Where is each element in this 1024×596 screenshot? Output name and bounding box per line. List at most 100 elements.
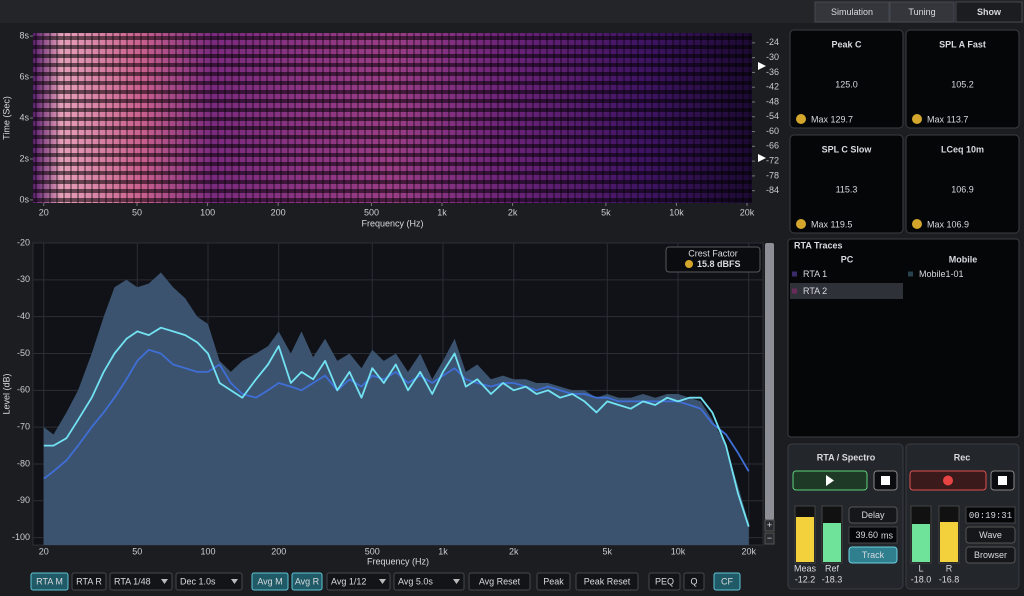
threshold-marker[interactable] [758, 62, 766, 70]
y2-tick-label: -84 [766, 185, 779, 195]
x-tick-label: 5k [601, 207, 611, 217]
toolbar-button[interactable] [291, 572, 323, 591]
y-axis-title: Time (Sec) [1, 96, 11, 140]
x-tick-label: 50 [132, 207, 142, 217]
toolbar-label: CF [721, 576, 733, 586]
toolbar-label: Avg R [295, 576, 320, 586]
tab[interactable] [955, 1, 1023, 23]
level-label: Meas [794, 563, 817, 573]
rec-button[interactable] [965, 546, 1016, 564]
trace-swatch [908, 271, 913, 277]
x-tick-label: 500 [364, 207, 379, 217]
tab[interactable] [889, 1, 955, 23]
x-axis-title: Frequency (Hz) [361, 218, 423, 228]
meter-max: Max 106.9 [927, 219, 969, 229]
toolbar-button[interactable] [468, 572, 531, 591]
trace-column: Mobile [949, 254, 978, 264]
toolbar-button[interactable] [536, 572, 571, 591]
traces-title: RTA Traces [794, 240, 843, 250]
y2-tick-label: -42 [766, 82, 779, 92]
delay-field[interactable] [848, 526, 898, 544]
delay-value: 39.60 [855, 530, 878, 540]
y2-tick-label: -66 [766, 141, 779, 151]
tab[interactable] [814, 1, 890, 23]
toolbar-label: Peak [543, 576, 564, 586]
trace-item[interactable]: RTA 2 [803, 286, 827, 296]
toolbar-label: Avg 1/12 [331, 576, 366, 586]
meter-max: Max 113.7 [927, 114, 968, 124]
trace-selected[interactable] [790, 283, 903, 299]
rec-time: 00:19:31 [969, 511, 1012, 521]
trace-item[interactable]: Mobile1-01 [919, 269, 964, 279]
rec-time-field [965, 506, 1016, 524]
meter-title: Peak C [831, 39, 862, 49]
x-tick-label: 10k [669, 207, 684, 217]
toolbar-button[interactable] [71, 572, 107, 591]
threshold-marker[interactable] [758, 154, 766, 162]
y2-tick-label: -30 [766, 52, 779, 62]
crest-factor-label: Crest Factor [688, 248, 738, 258]
x-tick-label: 20k [740, 207, 755, 217]
toolbar-label: RTA 1/48 [114, 576, 151, 586]
toolbar-button[interactable] [30, 572, 69, 591]
meter-level [940, 522, 958, 562]
x-tick-label: 20k [741, 546, 756, 556]
y2-tick-label: -36 [766, 67, 779, 77]
toolbar-button[interactable] [575, 572, 639, 591]
toolbar-button[interactable] [326, 572, 391, 591]
controls: Meas-12.2 Ref-18.3 L-18.0 R-16.8 Wave Browser [794, 526, 1016, 584]
scrollbar[interactable] [765, 243, 774, 520]
rta-spectro-title: RTA / Spectro [817, 452, 876, 462]
meter-value: 105.2 [951, 79, 974, 89]
tab-label: Simulation [831, 7, 873, 17]
meter-title: SPL C Slow [822, 144, 873, 154]
x-axis-title: Frequency (Hz) [367, 556, 429, 566]
meter-value: 106.9 [951, 184, 974, 194]
y-tick-label: -50 [17, 348, 30, 358]
max-dot [796, 219, 806, 229]
stop-icon [998, 476, 1007, 485]
meter-level [823, 523, 841, 562]
toolbar-button[interactable] [175, 572, 243, 591]
y-tick-label: 0s [19, 194, 29, 204]
y2-tick-label: -78 [766, 170, 779, 180]
meter-card [905, 134, 1020, 234]
toolbar: RTA M RTA R RTA 1/48 Dec 1.0s Avg M Avg R Avg … [30, 572, 741, 591]
x-tick-label: 20 [39, 207, 49, 217]
trace-swatch [792, 271, 797, 277]
trace-item[interactable]: RTA 1 [803, 269, 827, 279]
meter-card [905, 29, 1020, 129]
delay-button-label: Delay [861, 510, 885, 520]
y-tick-label: 4s [19, 112, 29, 122]
zoom-in[interactable] [764, 519, 775, 532]
level-label: L [918, 563, 923, 573]
meter-card [789, 29, 904, 129]
record-icon [943, 475, 953, 486]
toolbar-button[interactable] [251, 572, 289, 591]
max-dot [796, 114, 806, 124]
y-tick-label: -80 [17, 458, 30, 468]
delay-button[interactable] [848, 506, 898, 524]
rec-button[interactable] [965, 526, 1016, 544]
y-tick-label: -30 [17, 274, 30, 284]
toolbar-button[interactable] [713, 572, 741, 591]
y-tick-label: 6s [19, 71, 29, 81]
dropdown-arrow [231, 579, 238, 584]
tab-bar [0, 0, 1024, 23]
toolbar-button[interactable] [109, 572, 173, 591]
toolbar-button[interactable] [648, 572, 681, 591]
y2-tick-label: -72 [766, 155, 779, 165]
toolbar-button[interactable] [683, 572, 705, 591]
crest-factor-value: 15.8 dBFS [697, 259, 741, 269]
y-axis-title: Level (dB) [1, 373, 11, 414]
zoom-out[interactable] [764, 532, 775, 545]
level-label: R [946, 563, 953, 573]
toolbar-button[interactable] [393, 572, 465, 591]
x-tick-label: 100 [200, 207, 215, 217]
toolbar-label: Peak Reset [584, 576, 631, 586]
toolbar-label: RTA M [36, 576, 63, 586]
max-dot [912, 219, 922, 229]
track-button[interactable] [848, 546, 898, 564]
